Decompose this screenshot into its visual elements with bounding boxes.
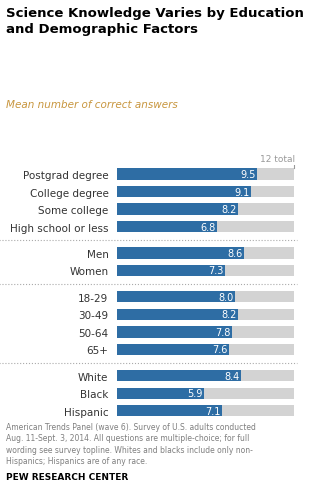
Text: 7.1: 7.1 bbox=[205, 406, 220, 416]
Bar bbox=[117, 388, 204, 399]
Bar bbox=[117, 326, 294, 338]
Bar bbox=[117, 169, 294, 181]
Text: 8.4: 8.4 bbox=[224, 371, 239, 381]
Bar bbox=[117, 370, 294, 382]
Bar bbox=[117, 291, 235, 303]
Text: 8.6: 8.6 bbox=[227, 248, 242, 259]
Text: 5.9: 5.9 bbox=[187, 388, 203, 398]
Bar bbox=[117, 405, 294, 417]
Bar bbox=[117, 222, 294, 233]
Bar bbox=[117, 204, 238, 215]
Text: American Trends Panel (wave 6). Survey of U.S. adults conducted
Aug. 11-Sept. 3,: American Trends Panel (wave 6). Survey o… bbox=[6, 422, 256, 466]
Text: 12 total: 12 total bbox=[260, 154, 295, 163]
Bar bbox=[117, 309, 294, 320]
Bar bbox=[117, 344, 294, 355]
Text: 7.6: 7.6 bbox=[212, 345, 228, 355]
Bar bbox=[117, 204, 294, 215]
Text: 9.5: 9.5 bbox=[240, 170, 256, 180]
Bar bbox=[117, 265, 294, 277]
Bar bbox=[117, 222, 217, 233]
Text: 7.3: 7.3 bbox=[208, 266, 223, 276]
Bar bbox=[117, 344, 229, 355]
Text: 9.1: 9.1 bbox=[235, 187, 250, 197]
Bar bbox=[117, 186, 294, 198]
Text: 8.2: 8.2 bbox=[221, 204, 236, 215]
Bar bbox=[117, 309, 238, 320]
Bar bbox=[117, 326, 232, 338]
Bar bbox=[117, 248, 244, 259]
Text: 8.0: 8.0 bbox=[218, 292, 234, 302]
Text: 8.2: 8.2 bbox=[221, 310, 236, 320]
Bar bbox=[117, 186, 251, 198]
Text: 6.8: 6.8 bbox=[201, 222, 216, 232]
Bar bbox=[117, 265, 225, 277]
Bar bbox=[117, 291, 294, 303]
Text: Mean number of correct answers: Mean number of correct answers bbox=[6, 100, 178, 110]
Bar bbox=[117, 169, 257, 181]
Bar bbox=[117, 405, 222, 417]
Text: 7.8: 7.8 bbox=[215, 327, 231, 337]
Text: PEW RESEARCH CENTER: PEW RESEARCH CENTER bbox=[6, 472, 129, 481]
Bar bbox=[117, 388, 294, 399]
Text: Science Knowledge Varies by Education
and Demographic Factors: Science Knowledge Varies by Education an… bbox=[6, 7, 304, 36]
Bar bbox=[117, 370, 241, 382]
Bar bbox=[117, 248, 294, 259]
